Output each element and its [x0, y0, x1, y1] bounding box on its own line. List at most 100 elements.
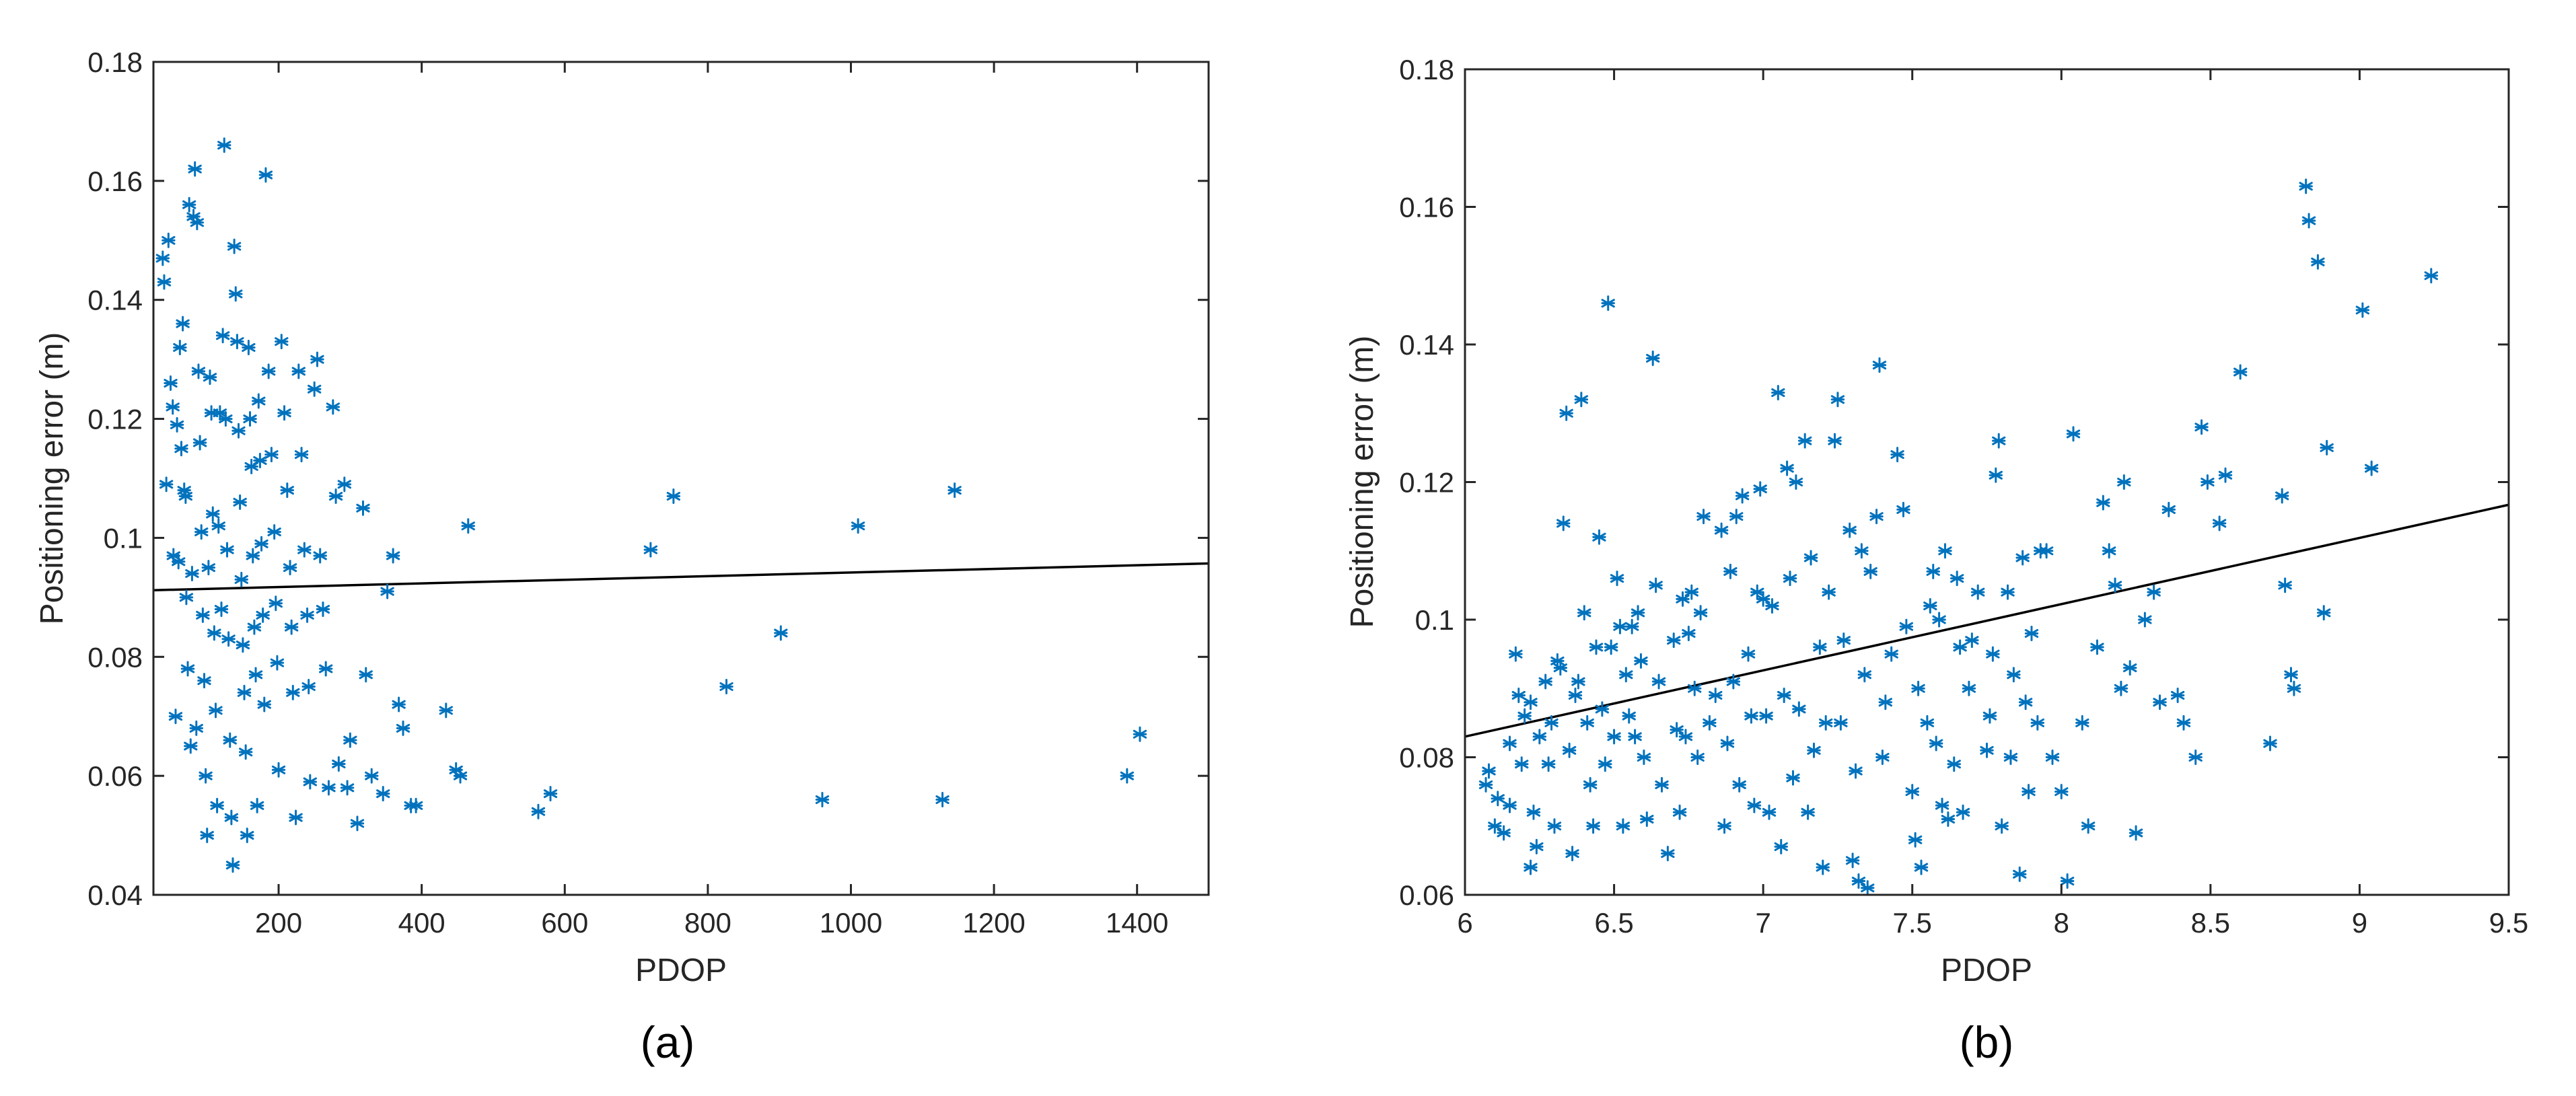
- data-point-a: [380, 583, 394, 599]
- data-point-b: [2284, 667, 2298, 683]
- data-point-a: [280, 482, 294, 499]
- data-point-b: [2138, 612, 2152, 628]
- data-point-b: [1849, 763, 1863, 779]
- x-axis-label-a: PDOP: [635, 953, 727, 988]
- data-point-b: [2003, 750, 2018, 765]
- data-point-a: [188, 161, 202, 177]
- data-point-a: [182, 196, 196, 213]
- data-point-a: [328, 488, 343, 505]
- x-ticks-a: 200 400 600 800 1000 1200 1400: [255, 62, 1168, 939]
- data-point-a: [294, 447, 309, 463]
- plot-area-b: [1465, 69, 2509, 895]
- data-point-a: [271, 762, 286, 778]
- data-point-b: [2218, 467, 2233, 483]
- data-point-a: [261, 363, 276, 379]
- data-point-b: [2176, 715, 2191, 731]
- data-point-a: [247, 619, 262, 635]
- data-point-b: [1816, 859, 1830, 875]
- data-point-b: [1732, 776, 1746, 793]
- regression-line-a: [153, 562, 1209, 591]
- y-tick-label-b: 0.14: [1399, 329, 1454, 361]
- data-point-a: [242, 339, 256, 355]
- data-point-b: [1684, 584, 1698, 600]
- data-point-b: [1735, 488, 1750, 504]
- data-point-b: [1920, 715, 1935, 731]
- data-point-b: [2123, 660, 2137, 676]
- chart-panel-a: 200 400 600 800 1000 1200 1400 0.04 0.06 0.08 0.1…: [34, 46, 1210, 1067]
- data-point-b: [1547, 818, 1562, 834]
- data-point-b: [1649, 577, 1663, 593]
- data-point-a: [277, 405, 291, 421]
- data-point-a: [356, 500, 370, 516]
- data-point-b: [1789, 474, 1803, 490]
- data-point-a: [233, 494, 247, 510]
- data-point-a: [286, 684, 300, 700]
- data-point-b: [1511, 687, 1526, 703]
- data-point-a: [392, 696, 406, 713]
- data-point-b: [1872, 357, 1887, 373]
- data-point-b: [1559, 405, 1573, 421]
- y-tick-label-b: 0.08: [1399, 742, 1454, 774]
- data-point-b: [1670, 722, 1684, 738]
- data-point-a: [350, 815, 365, 832]
- data-point-a: [322, 780, 336, 796]
- data-point-a: [172, 554, 186, 570]
- y-tick-label-a: 0.18: [87, 46, 143, 78]
- data-point-b: [2320, 439, 2334, 455]
- data-point-b: [1747, 797, 1762, 813]
- data-point-b: [1861, 880, 1875, 896]
- panel-label-a: (a): [641, 1017, 695, 1067]
- data-point-b: [2060, 873, 2075, 889]
- data-point-b: [2018, 694, 2033, 710]
- data-point-a: [217, 137, 231, 153]
- data-point-b: [2054, 784, 2069, 800]
- data-point-b: [1911, 680, 1925, 696]
- data-point-a: [851, 518, 865, 534]
- data-point-b: [1628, 729, 1642, 745]
- data-point-b: [2081, 818, 2096, 834]
- data-point-a: [343, 732, 357, 748]
- data-point-b: [1482, 763, 1496, 779]
- data-point-b: [2001, 584, 2015, 600]
- data-point-a: [316, 601, 330, 618]
- data-point-b: [1709, 687, 1723, 703]
- data-point-b: [1598, 756, 1612, 772]
- data-point-b: [1899, 618, 1914, 634]
- data-point-a: [267, 524, 281, 540]
- data-point-a: [170, 416, 184, 433]
- chart-panel-b: 6 6.5 7 7.5 8 8.5 9 9.5 0.06 0.08 0.1 0.12 0.14 0.16…: [1345, 54, 2528, 1067]
- data-point-b: [1696, 509, 1711, 525]
- data-point-b: [1932, 612, 1946, 628]
- data-point-a: [543, 786, 558, 802]
- data-point-b: [1938, 543, 1952, 559]
- data-point-b: [2066, 426, 2081, 442]
- data-point-b: [1651, 673, 1666, 690]
- data-point-b: [1682, 625, 1696, 641]
- x-tick-label-a: 400: [398, 907, 445, 939]
- data-point-b: [1836, 632, 1851, 649]
- data-point-b: [1803, 550, 1818, 566]
- data-point-a: [250, 797, 264, 813]
- y-ticks-b: 0.06 0.08 0.1 0.12 0.14 0.16 0.18: [1399, 54, 2509, 911]
- x-tick-label-a: 1400: [1106, 907, 1168, 939]
- data-point-b: [1637, 750, 1651, 765]
- data-point-b: [1941, 811, 1956, 828]
- data-point-b: [2128, 825, 2143, 841]
- data-point-b: [2201, 474, 2215, 490]
- data-point-b: [2212, 515, 2227, 532]
- data-point-b: [1622, 708, 1636, 724]
- data-point-a: [229, 286, 243, 302]
- data-point-b: [1631, 605, 1645, 621]
- data-point-a: [289, 809, 303, 826]
- x-tick-label-b: 6.5: [1594, 907, 1633, 939]
- data-point-b: [1595, 701, 1610, 717]
- data-point-a: [248, 667, 263, 683]
- data-point-b: [1762, 804, 1777, 820]
- data-point-b: [2299, 178, 2313, 194]
- data-point-b: [2364, 460, 2379, 476]
- data-point-b: [2090, 639, 2104, 655]
- data-point-b: [1607, 729, 1621, 745]
- data-point-b: [1869, 509, 1884, 525]
- data-point-a: [258, 167, 273, 183]
- data-point-a: [270, 655, 285, 671]
